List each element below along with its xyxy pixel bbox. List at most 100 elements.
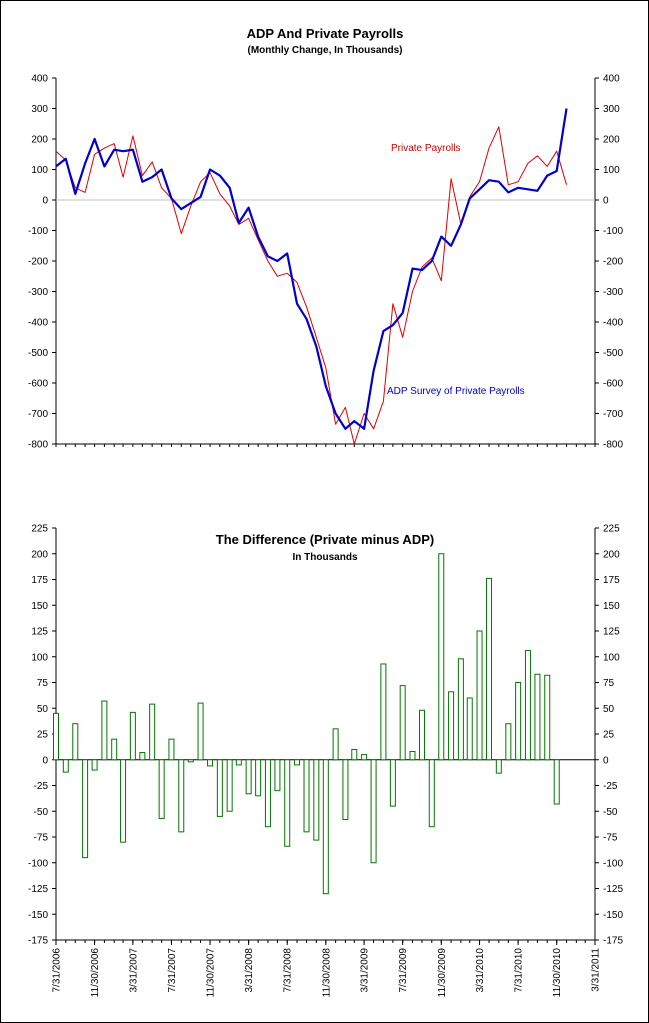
top-y-tick-label-right: -500	[603, 348, 623, 359]
bottom-y-tick-label-left: -175	[28, 936, 48, 947]
bottom-y-tick-label-left: -75	[34, 833, 49, 844]
difference-bar	[428, 759, 435, 828]
adp-annotation: ADP Survey of Private Payrolls	[387, 386, 525, 397]
difference-bar	[139, 752, 146, 761]
difference-bar	[524, 650, 531, 761]
difference-bar	[91, 759, 98, 771]
difference-bar	[515, 682, 522, 761]
top-chart-subtitle: (Monthly Change, In Thousands)	[248, 45, 403, 56]
x-tick-label: 7/31/2009	[398, 948, 409, 993]
top-y-tick-label-right: -300	[603, 287, 623, 298]
difference-bar	[399, 685, 406, 761]
difference-bar	[168, 738, 175, 761]
difference-bar	[466, 697, 473, 761]
bottom-y-tick-label-right: 200	[603, 549, 620, 560]
top-y-tick-label-left: -400	[28, 318, 48, 329]
bottom-y-tick-label-left: 0	[42, 755, 48, 766]
bottom-y-tick-label-left: -150	[28, 910, 48, 921]
top-y-tick-label-left: -600	[28, 379, 48, 390]
difference-bar	[149, 703, 156, 761]
difference-bar	[457, 658, 464, 761]
difference-bar	[284, 759, 291, 847]
difference-bar	[361, 754, 368, 761]
top-y-tick-label-left: -200	[28, 257, 48, 268]
top-y-tick-label-left: 300	[31, 104, 48, 115]
difference-bar	[409, 751, 416, 761]
top-y-tick-label-left: 100	[31, 165, 48, 176]
x-tick-label: 7/31/2010	[514, 948, 525, 993]
top-y-tick-label-right: -400	[603, 318, 623, 329]
difference-bar	[476, 630, 483, 761]
bottom-y-tick-label-right: -125	[603, 884, 623, 895]
x-tick-label: 3/31/2008	[244, 948, 255, 993]
top-y-tick-label-left: 400	[31, 74, 48, 85]
x-tick-label: 7/31/2008	[283, 948, 294, 993]
x-tick-label: 3/31/2010	[475, 948, 486, 993]
bottom-y-tick-label-right: 75	[603, 678, 615, 689]
top-y-tick-label-right: 300	[603, 104, 620, 115]
difference-bar	[438, 553, 445, 761]
difference-bar	[120, 759, 127, 843]
difference-bar	[351, 748, 358, 761]
bottom-chart-subtitle: In Thousands	[293, 552, 358, 563]
bottom-y-tick-label-right: 50	[603, 704, 615, 715]
bottom-y-tick-label-right: -150	[603, 910, 623, 921]
bottom-y-tick-label-left: 150	[31, 601, 48, 612]
bottom-y-tick-label-left: -25	[34, 781, 49, 792]
top-y-tick-label-left: -800	[28, 440, 48, 451]
difference-bar	[448, 691, 455, 761]
difference-bar	[226, 759, 233, 812]
difference-bar	[264, 759, 271, 828]
top-chart-title: ADP And Private Payrolls	[247, 26, 404, 41]
top-y-tick-label-left: -700	[28, 409, 48, 420]
top-y-tick-label-right: 200	[603, 135, 620, 146]
bottom-y-tick-label-left: -100	[28, 858, 48, 869]
difference-bar	[101, 700, 108, 761]
top-y-tick-label-right: -600	[603, 379, 623, 390]
bottom-chart-title: The Difference (Private minus ADP)	[216, 532, 434, 547]
private-payrolls-annotation: Private Payrolls	[391, 143, 460, 154]
difference-bar	[303, 759, 310, 833]
difference-bar	[553, 759, 560, 805]
difference-bar	[187, 759, 194, 763]
x-tick-label: 7/31/2006	[52, 948, 63, 993]
bottom-y-tick-label-right: 175	[603, 575, 620, 586]
x-tick-label: 11/30/2008	[321, 948, 332, 998]
difference-bar	[216, 759, 223, 817]
x-tick-label: 11/30/2007	[206, 948, 217, 998]
top-y-tick-label-right: -100	[603, 226, 623, 237]
top-y-tick-label-right: 100	[603, 165, 620, 176]
difference-bar	[178, 759, 185, 833]
difference-bar	[505, 723, 512, 761]
difference-bar	[53, 712, 59, 761]
difference-bar	[129, 711, 136, 761]
bottom-y-tick-label-right: -75	[603, 833, 618, 844]
x-tick-label: 11/30/2010	[552, 948, 563, 998]
x-tick-label: 3/31/2007	[128, 948, 139, 993]
difference-bar	[332, 728, 339, 761]
bottom-y-tick-label-left: 100	[31, 652, 48, 663]
bottom-y-tick-label-right: -100	[603, 858, 623, 869]
private-payrolls-series-line	[55, 126, 567, 445]
difference-bar	[380, 663, 387, 761]
bottom-y-tick-label-right: 125	[603, 627, 620, 638]
top-y-tick-label-right: 400	[603, 74, 620, 85]
bottom-y-tick-label-left: 75	[37, 678, 49, 689]
x-tick-label: 3/31/2011	[591, 948, 602, 992]
difference-bar	[111, 738, 118, 761]
difference-bar	[294, 759, 301, 766]
bottom-y-tick-label-right: 100	[603, 652, 620, 663]
bottom-y-tick-label-left: -50	[34, 807, 49, 818]
difference-bar	[389, 759, 396, 807]
top-y-tick-label-left: -100	[28, 226, 48, 237]
difference-bar	[245, 759, 252, 795]
difference-bar	[62, 759, 69, 773]
x-tick-label: 11/30/2006	[90, 948, 101, 998]
adp-series-line	[55, 108, 568, 430]
x-tick-label: 11/30/2009	[437, 948, 448, 998]
bottom-y-tick-label-left: 175	[31, 575, 48, 586]
bottom-y-tick-label-right: -50	[603, 807, 618, 818]
bottom-y-tick-label-left: 25	[37, 730, 49, 741]
